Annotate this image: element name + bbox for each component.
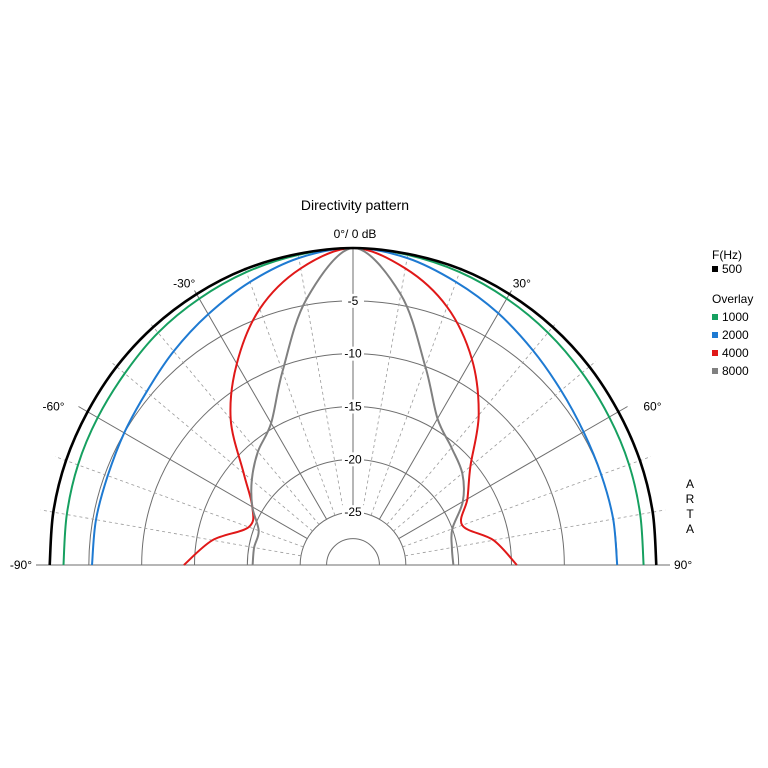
minor-grid-spoke bbox=[386, 321, 558, 525]
legend-overlay-header: Overlay bbox=[712, 292, 753, 306]
minor-grid-spoke bbox=[402, 456, 652, 548]
legend-swatch-2000 bbox=[712, 332, 718, 338]
minor-grid-spoke bbox=[148, 321, 320, 525]
top-axis-label: 0°/ 0 dB bbox=[334, 227, 377, 241]
minor-grid-spoke bbox=[361, 252, 409, 514]
minor-grid-spoke bbox=[109, 360, 313, 532]
angle-tick-label: 30° bbox=[513, 277, 531, 291]
series-layer bbox=[48, 246, 658, 566]
radial-tick-bg bbox=[342, 346, 364, 361]
radial-tick-bg bbox=[342, 399, 364, 414]
legend-swatch-1000 bbox=[712, 314, 718, 320]
minor-grid-spoke bbox=[370, 266, 462, 516]
chart-title: Directivity pattern bbox=[301, 197, 409, 213]
angle-tick-label: 90° bbox=[674, 558, 692, 572]
minor-grid-spoke bbox=[54, 456, 304, 548]
watermark-letter: A bbox=[686, 522, 694, 536]
watermark-letter: T bbox=[686, 507, 694, 521]
radial-tick-label: -25 bbox=[344, 505, 362, 519]
minor-grid-spoke bbox=[404, 509, 666, 557]
angle-tick-label: -90° bbox=[10, 558, 32, 572]
minor-grid-spoke bbox=[40, 509, 302, 557]
radial-tick-label: -5 bbox=[348, 294, 359, 308]
radial-tick-label: -10 bbox=[344, 347, 362, 361]
radial-tick-label: -15 bbox=[344, 400, 362, 414]
minor-grid-spoke bbox=[393, 360, 597, 532]
radial-tick-bg bbox=[342, 505, 364, 520]
legend-swatch-4000 bbox=[712, 350, 718, 356]
legend-swatch-500 bbox=[712, 266, 718, 272]
series-line-500 bbox=[48, 246, 658, 566]
legend-label-4000: 4000 bbox=[722, 346, 749, 360]
angle-tick-label: -30° bbox=[173, 277, 195, 291]
legend-swatch-8000 bbox=[712, 368, 718, 374]
major-grid-spoke bbox=[194, 290, 328, 520]
legend-label-8000: 8000 bbox=[722, 364, 749, 378]
major-grid-spoke bbox=[378, 290, 512, 520]
minor-grid-spoke bbox=[297, 252, 345, 514]
major-grid-spoke bbox=[398, 406, 628, 540]
watermark-letter: A bbox=[686, 477, 694, 491]
radial-tick-bg bbox=[342, 293, 364, 308]
label-layer: Directivity pattern 0°/ 0 dB -5 -10 -15 -20… bbox=[10, 197, 693, 572]
legend: F(Hz) Overlay 500 1000 2000 4000 8000 bbox=[712, 248, 753, 378]
minor-grid-spoke bbox=[244, 266, 336, 516]
legend-label-500: 500 bbox=[722, 262, 742, 276]
watermark-letter: R bbox=[686, 492, 695, 506]
major-grid-spoke bbox=[78, 406, 308, 540]
legend-label-2000: 2000 bbox=[722, 328, 749, 342]
radial-tick-label: -20 bbox=[344, 452, 362, 466]
center-hub bbox=[326, 538, 380, 566]
radial-tick-bg bbox=[342, 452, 364, 467]
legend-header: F(Hz) bbox=[712, 248, 742, 262]
angle-tick-label: -60° bbox=[42, 400, 64, 414]
legend-label-1000: 1000 bbox=[722, 310, 749, 324]
angle-tick-label: 60° bbox=[643, 400, 661, 414]
